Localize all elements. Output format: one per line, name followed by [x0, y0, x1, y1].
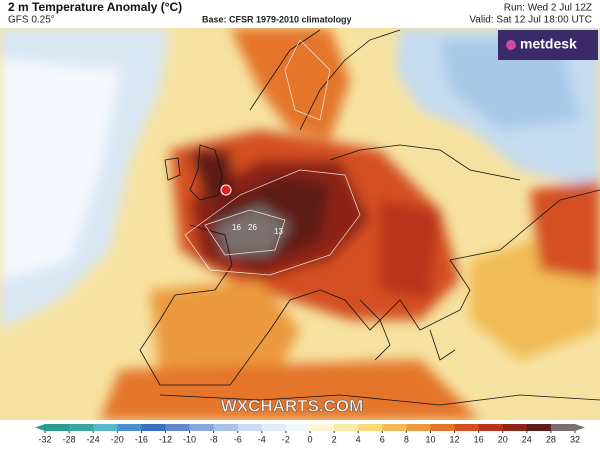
colorbar-label: 28 — [546, 434, 556, 444]
coastlines — [139, 29, 600, 406]
colorbar: -32 -28 -24 -20 -16 -12 -10 -8 -6 -4 -2 0 2 4 6 8 10 12 16… — [35, 424, 585, 444]
colorbar-label: 6 — [380, 434, 385, 444]
colorbar-label: -10 — [183, 434, 196, 444]
valid: Valid: Sat 12 Jul 18:00 UTC — [469, 15, 592, 26]
logo-icon — [506, 40, 516, 50]
model: GFS 0.25° — [8, 15, 55, 26]
location-marker — [220, 184, 232, 196]
colorbar-segment — [454, 424, 480, 431]
colorbar-label: -8 — [210, 434, 218, 444]
colorbar-label: 12 — [450, 434, 460, 444]
colorbar-label: 0 — [307, 434, 312, 444]
colorbar-label: -4 — [258, 434, 266, 444]
colorbar-segment — [117, 424, 142, 431]
colorbar-segment — [382, 424, 407, 431]
colorbar-label: -12 — [159, 434, 172, 444]
colorbar-segment — [69, 424, 94, 431]
colorbar-segment — [141, 424, 166, 431]
colorbar-label: -6 — [234, 434, 242, 444]
watermark: WXCHARTS.COM — [221, 396, 364, 415]
map: 16 26 13 metdesk WXCHARTS.COM — [0, 28, 600, 420]
colorbar-label: 20 — [498, 434, 508, 444]
base: Base: CFSR 1979-2010 climatology — [202, 14, 352, 24]
colorbar-segment — [237, 424, 263, 431]
colorbar-segment — [45, 424, 70, 431]
colorbar-segment — [334, 424, 359, 431]
map-label: 13 — [274, 227, 283, 236]
colorbar-label: -24 — [87, 434, 100, 444]
colorbar-segment — [189, 424, 215, 431]
colorbar-segment — [550, 424, 576, 431]
colorbar-label: 16 — [474, 434, 484, 444]
colorbar-segment — [526, 424, 552, 431]
colorbar-segment — [285, 424, 311, 431]
colorbar-arrow — [575, 424, 585, 431]
colorbar-label: -16 — [135, 434, 148, 444]
run: Run: Wed 2 Jul 12Z — [504, 3, 592, 14]
colorbar-arrow — [35, 424, 45, 431]
colorbar-segment — [478, 424, 504, 431]
colorbar-segment — [430, 424, 456, 431]
colorbar-segment — [261, 424, 287, 431]
colorbar-segment — [213, 424, 239, 431]
map-label: 26 — [248, 223, 257, 232]
colorbar-label: -20 — [111, 434, 124, 444]
colorbar-label: -32 — [38, 434, 51, 444]
colorbar-label: 32 — [570, 434, 580, 444]
colorbar-segment — [406, 424, 431, 431]
colorbar-segment — [165, 424, 191, 431]
colorbar-label: -28 — [63, 434, 76, 444]
colorbar-label: 24 — [522, 434, 532, 444]
colorbar-label: 10 — [425, 434, 435, 444]
colorbar-label: 2 — [332, 434, 337, 444]
map-label: 16 — [232, 223, 241, 232]
colorbar-segment — [93, 424, 118, 431]
contours — [184, 39, 361, 276]
colorbar-label: 8 — [404, 434, 409, 444]
title: 2 m Temperature Anomaly (°C) — [8, 0, 182, 14]
colorbar-label: -2 — [282, 434, 290, 444]
logo: metdesk — [520, 36, 577, 52]
colorbar-segment — [502, 424, 528, 431]
colorbar-label: 4 — [356, 434, 361, 444]
colorbar-segment — [358, 424, 383, 431]
colorbar-segment — [310, 424, 335, 431]
